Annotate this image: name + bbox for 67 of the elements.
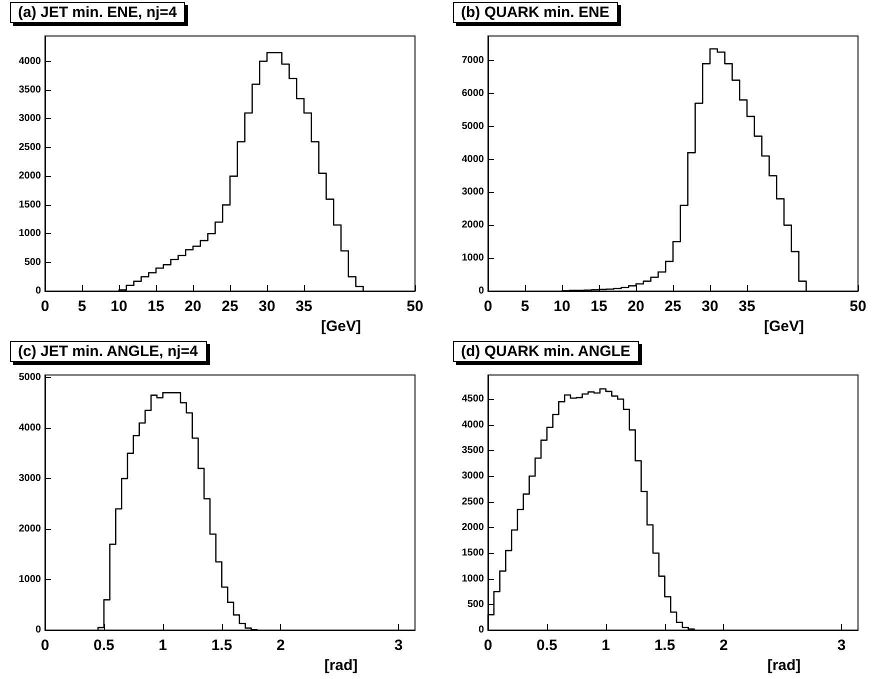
chart-title: (a) JET min. ENE, nj=4 <box>18 4 178 21</box>
y-tick-label: 1500 <box>462 548 484 559</box>
x-tick-label: 1 <box>602 637 610 654</box>
y-tick-label: 2500 <box>18 142 42 153</box>
x-tick-label: 3 <box>394 637 403 654</box>
x-tick-label: 30 <box>258 298 276 316</box>
y-tick-label: 2000 <box>18 524 42 535</box>
y-tick-label: 3500 <box>18 84 42 96</box>
y-tick-label: 0 <box>35 286 42 297</box>
x-tick-label: 15 <box>590 298 608 316</box>
x-tick-label: 0.5 <box>536 637 558 654</box>
x-tick-label: 0.5 <box>93 637 114 654</box>
x-tick-label: 35 <box>296 298 312 316</box>
y-tick-label: 5000 <box>18 372 42 384</box>
chart-title: (b) QUARK min. ENE <box>461 4 610 21</box>
y-tick-label: 3000 <box>462 186 484 198</box>
y-tick-label: 0 <box>35 624 42 636</box>
x-tick-label: 10 <box>554 298 570 316</box>
x-axis-title: [rad] <box>324 657 358 674</box>
x-axis-title: [GeV] <box>764 318 804 335</box>
x-axis-title: [GeV] <box>320 318 362 335</box>
y-tick-label: 4000 <box>462 154 484 165</box>
y-tick-label: 4500 <box>462 394 484 405</box>
x-tick-label: 50 <box>406 298 424 316</box>
x-tick-label: 15 <box>148 298 164 316</box>
y-tick-label: 6000 <box>462 88 484 99</box>
x-tick-label: 10 <box>110 298 128 316</box>
x-tick-label: 50 <box>850 298 866 316</box>
y-tick-label: 500 <box>24 256 42 268</box>
chart-title: (d) QUARK min. ANGLE <box>461 343 630 360</box>
y-tick-label: 3000 <box>462 470 484 482</box>
x-tick-label: 1 <box>158 637 168 654</box>
x-tick-label: 20 <box>184 298 202 316</box>
y-tick-label: 7000 <box>462 54 484 66</box>
y-tick-label: 2000 <box>462 220 484 231</box>
x-tick-label: 20 <box>628 298 644 316</box>
x-tick-label: 35 <box>738 298 756 316</box>
y-tick-label: 1000 <box>462 573 484 584</box>
y-tick-label: 2000 <box>462 522 484 533</box>
y-tick-label: 0 <box>478 286 484 297</box>
y-tick-label: 1500 <box>18 199 42 210</box>
y-tick-label: 3500 <box>462 444 484 456</box>
y-tick-label: 4000 <box>18 422 42 434</box>
y-tick-label: 2500 <box>462 496 484 508</box>
x-tick-label: 1.5 <box>211 637 232 654</box>
y-tick-label: 1000 <box>18 228 42 240</box>
y-tick-label: 4000 <box>462 419 484 430</box>
x-tick-label: 1.5 <box>654 637 676 654</box>
y-tick-label: 1000 <box>462 252 484 264</box>
x-tick-label: 25 <box>222 298 238 316</box>
x-tick-label: 3 <box>837 637 846 654</box>
y-tick-label: 3000 <box>18 473 42 484</box>
x-tick-label: 2 <box>276 637 285 654</box>
x-tick-label: 5 <box>78 298 86 316</box>
x-tick-label: 25 <box>664 298 682 316</box>
x-tick-label: 2 <box>719 637 728 654</box>
x-tick-label: 30 <box>702 298 718 316</box>
y-tick-label: 2000 <box>18 170 42 182</box>
y-tick-label: 1000 <box>18 574 42 586</box>
x-axis-title: [rad] <box>767 657 801 674</box>
y-tick-label: 5000 <box>462 120 484 132</box>
y-tick-label: 3000 <box>18 113 42 124</box>
x-tick-label: 5 <box>520 298 530 316</box>
y-tick-label: 0 <box>478 624 484 636</box>
y-tick-label: 500 <box>467 598 484 610</box>
y-tick-label: 4000 <box>18 56 42 67</box>
chart-title: (c) JET min. ANGLE, nj=4 <box>18 343 199 360</box>
